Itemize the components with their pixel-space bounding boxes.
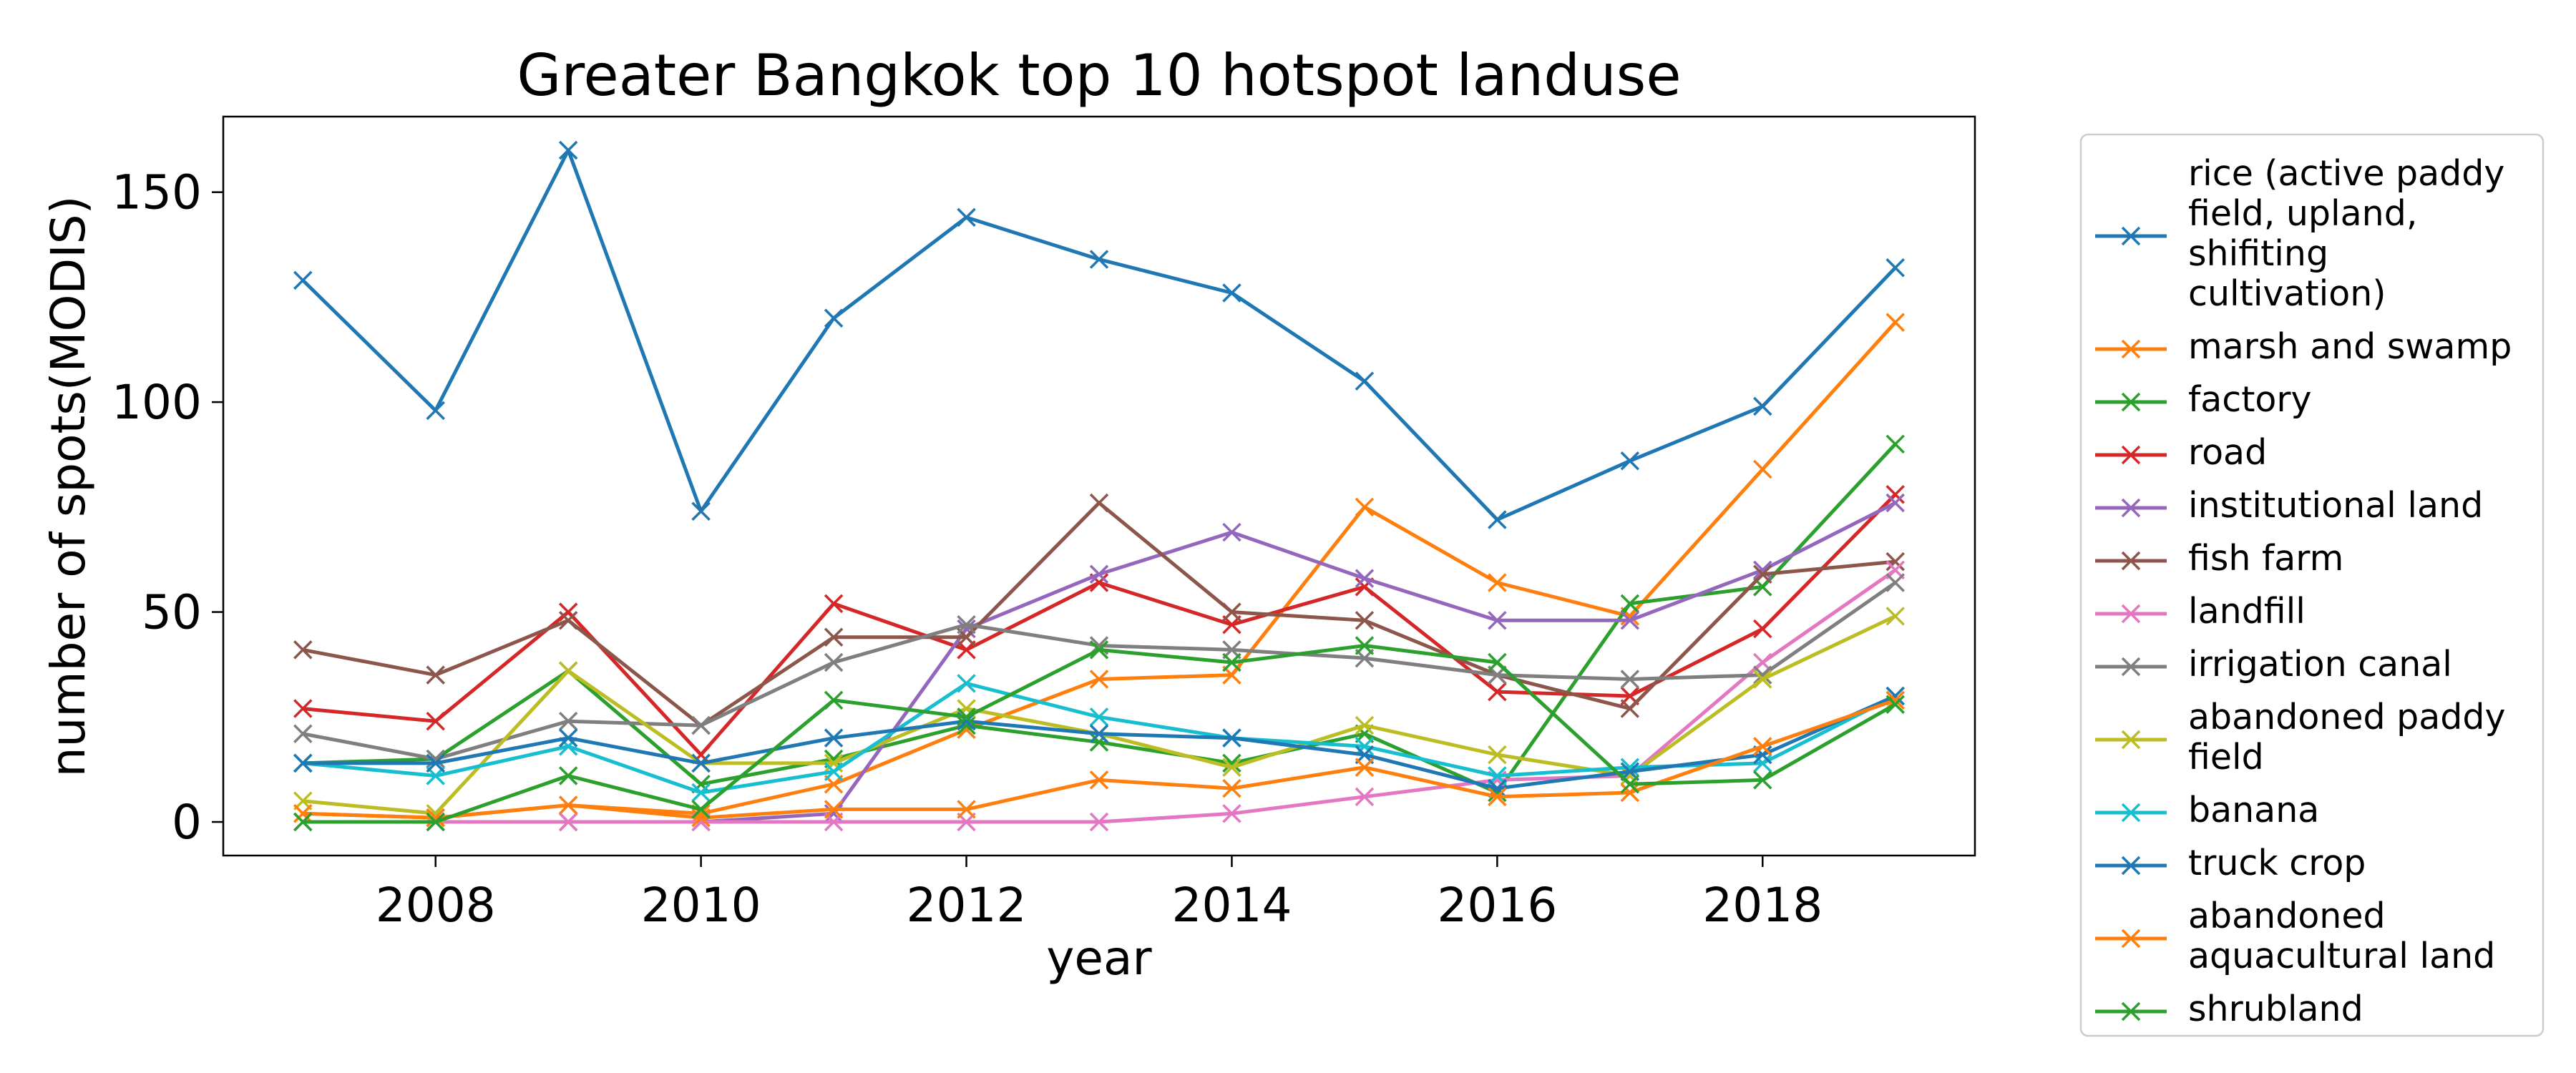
- data-point-0-4: [825, 310, 842, 327]
- data-point-2-12: [1887, 436, 1904, 453]
- data-point-12-12: [1887, 696, 1904, 713]
- legend-label-line: cultivation): [2188, 273, 2386, 314]
- series-3: [294, 486, 1903, 763]
- legend-label-6: landfill: [2188, 591, 2306, 632]
- legend-label-line: aquacultural land: [2188, 936, 2495, 976]
- series-6: [294, 562, 1903, 831]
- series-line-0: [303, 150, 1895, 520]
- legend-label-line: irrigation canal: [2188, 644, 2452, 685]
- data-point-3-11: [1754, 620, 1771, 637]
- x-tick-label-4: 2016: [1437, 878, 1557, 933]
- data-point-7-12: [1887, 574, 1904, 591]
- series-0: [294, 142, 1903, 529]
- data-point-0-9: [1488, 511, 1506, 528]
- data-point-1-11: [1754, 461, 1771, 478]
- legend-label-line: fish farm: [2188, 538, 2343, 579]
- legend-label-line: shifiting: [2188, 233, 2328, 274]
- legend-label-line: shrubland: [2188, 989, 2363, 1029]
- data-point-0-1: [427, 402, 444, 419]
- x-tick-label-3: 2014: [1171, 878, 1292, 933]
- legend-label-12: shrubland: [2188, 989, 2363, 1029]
- legend-label-1: marsh and swamp: [2188, 326, 2512, 367]
- data-point-0-8: [1356, 373, 1373, 390]
- legend-label-line: landfill: [2188, 591, 2306, 632]
- data-point-4-7: [1223, 524, 1240, 541]
- data-point-0-3: [693, 503, 710, 520]
- y-tick-label-0: 0: [172, 795, 202, 850]
- data-point-0-12: [1887, 259, 1904, 276]
- legend-label-9: banana: [2188, 790, 2319, 831]
- y-tick-label-3: 150: [112, 165, 202, 220]
- legend: rice (active paddy field, upland, shifitin…: [2081, 134, 2543, 1036]
- legend-label-line: field, upland,: [2188, 193, 2417, 234]
- data-point-8-12: [1887, 607, 1904, 624]
- legend-label-line: abandoned: [2188, 896, 2386, 936]
- data-point-0-11: [1754, 398, 1771, 415]
- legend-label-2: factory: [2188, 379, 2312, 420]
- legend-label-line: abandoned paddy: [2188, 697, 2506, 738]
- data-point-0-5: [958, 209, 975, 226]
- data-point-0-10: [1621, 452, 1639, 469]
- legend-label-line: truck crop: [2188, 843, 2366, 883]
- legend-label-line: banana: [2188, 790, 2319, 831]
- legend-label-10: truck crop: [2188, 843, 2366, 883]
- y-tick-label-2: 100: [112, 375, 202, 430]
- legend-label-line: field: [2188, 737, 2264, 778]
- data-point-3-4: [825, 595, 842, 612]
- legend-label-7: irrigation canal: [2188, 644, 2452, 685]
- series-line-5: [303, 503, 1895, 725]
- data-point-1-12: [1887, 314, 1904, 331]
- chart-title: Greater Bangkok top 10 hotspot landuse: [517, 42, 1681, 109]
- y-axis: 0 50 100 150: [112, 165, 223, 850]
- series-7: [294, 574, 1903, 768]
- legend-label-line: marsh and swamp: [2188, 326, 2512, 367]
- legend-label-line: institutional land: [2188, 485, 2483, 526]
- x-tick-label-5: 2018: [1702, 878, 1823, 933]
- legend-label-line: rice (active paddy: [2188, 153, 2504, 194]
- y-axis-title: number of spots(MODIS): [41, 196, 96, 778]
- plot-area: [294, 142, 1903, 831]
- data-point-0-0: [294, 272, 311, 289]
- legend-label-4: institutional land: [2188, 485, 2483, 526]
- data-point-1-8: [1356, 499, 1373, 516]
- series-line-2: [303, 444, 1895, 793]
- legend-label-line: road: [2188, 432, 2267, 473]
- x-axis-title: year: [1046, 931, 1152, 986]
- data-point-8-2: [560, 662, 577, 680]
- data-point-3-12: [1887, 486, 1904, 503]
- legend-label-3: road: [2188, 432, 2267, 473]
- x-tick-label-0: 2008: [376, 878, 496, 933]
- data-point-0-2: [560, 142, 577, 159]
- series-line-4: [303, 503, 1895, 822]
- legend-label-5: fish farm: [2188, 538, 2343, 579]
- series-5: [294, 494, 1903, 734]
- y-tick-label-1: 50: [142, 585, 202, 640]
- x-axis: 2008 2010 2012 2014 2016 2018: [376, 856, 1823, 933]
- data-point-5-6: [1091, 494, 1108, 511]
- legend-label-line: factory: [2188, 379, 2312, 420]
- x-tick-label-1: 2010: [641, 878, 761, 933]
- data-point-11-11: [1754, 738, 1771, 755]
- data-point-3-2: [560, 604, 577, 621]
- x-tick-label-2: 2012: [907, 878, 1027, 933]
- data-point-4-8: [1356, 570, 1373, 587]
- series-11: [294, 692, 1903, 826]
